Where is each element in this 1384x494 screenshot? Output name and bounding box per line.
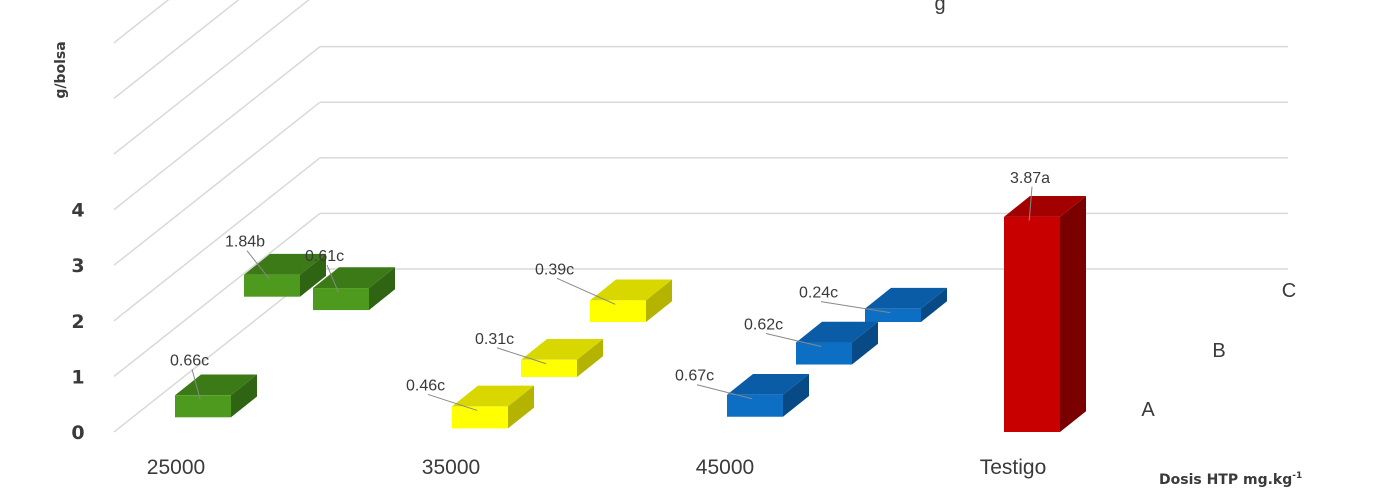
gridline-diagonal (113, 101, 321, 266)
bar-35000-B (521, 338, 603, 377)
bar-top (452, 385, 534, 407)
bar-side (369, 267, 395, 311)
gridline-diagonal (113, 0, 240, 99)
x-axis-categories: 25000 35000 45000 Testigo (147, 456, 1046, 479)
bar-25000-C (313, 267, 395, 311)
label-leader (696, 384, 753, 400)
depth-label: B (1212, 340, 1225, 362)
bar-side (783, 373, 809, 417)
gridline-diagonal (113, 0, 170, 44)
bars (175, 196, 1086, 432)
data-label: 0.46c (406, 377, 445, 394)
label-leader (765, 333, 822, 348)
bar-front (244, 274, 300, 297)
y-tick-label: 0 (71, 422, 84, 444)
bar-top (521, 338, 603, 360)
bar-top (727, 373, 809, 395)
bar-top (796, 321, 878, 343)
bar-side (1060, 196, 1086, 432)
data-label: 0.67c (675, 368, 714, 385)
x-category-label: 45000 (696, 456, 754, 479)
data-label: 0.61c (305, 248, 344, 265)
y-tick-label: 2 (71, 311, 84, 333)
y-tick-label: 3 (71, 255, 84, 277)
label-leader (326, 264, 339, 293)
data-label: 0.62c (744, 317, 783, 334)
bar-top (313, 267, 395, 289)
bar-top (590, 279, 672, 301)
bar-front (727, 394, 783, 417)
x-category-label: 25000 (147, 456, 205, 479)
bar-45000-B (796, 321, 878, 365)
label-leader (496, 347, 547, 365)
label-leader (556, 277, 616, 305)
label-leader (246, 250, 270, 280)
x-category-label: 35000 (422, 456, 480, 479)
label-leader (427, 393, 478, 411)
chart-title-partial: g (934, 0, 945, 15)
bar-front (521, 359, 577, 377)
y-axis-ticks: 0 1 2 3 4 (71, 200, 84, 444)
bar-side (646, 279, 672, 322)
bar-Testigo-A (1004, 196, 1086, 432)
back-wall-gridlines (113, 0, 1288, 433)
gridline-diagonal (113, 0, 310, 155)
x-axis-title-text: Dosis HTP mg.kg (1159, 472, 1292, 488)
bar-35000-A (452, 385, 534, 429)
data-label: 0.31c (475, 331, 514, 348)
y-tick-label: 1 (71, 366, 84, 388)
bar-front (175, 395, 231, 418)
x-category-label: Testigo (980, 456, 1047, 479)
data-label: 1.84b (225, 234, 265, 251)
data-label: 0.24c (799, 285, 838, 302)
depth-label: A (1141, 399, 1155, 421)
bar-side (921, 287, 947, 322)
bar-35000-C (590, 279, 672, 322)
label-leader (1028, 186, 1033, 221)
data-labels: 0.61c 0.39c 0.24c 1.84b 0.31c 0.62c 0.66c 0.46c… (170, 170, 1050, 411)
bar-front (590, 300, 646, 322)
bar-front (796, 342, 852, 365)
depth-label: C (1282, 280, 1296, 302)
x-axis-title-superscript: -1 (1292, 471, 1302, 481)
y-axis-title: g/bolsa (53, 41, 69, 98)
gridline-diagonal (113, 46, 321, 211)
bar-45000-A (727, 373, 809, 417)
x-axis-title: Dosis HTP mg.kg-1 (1159, 471, 1302, 488)
data-label: 0.39c (535, 261, 574, 278)
bar-front (452, 406, 508, 429)
bar-front (1004, 216, 1060, 432)
bar-side (508, 385, 534, 429)
bar-top (865, 287, 947, 309)
bar-45000-C (865, 287, 947, 322)
bar-top (175, 374, 257, 396)
bar-25000-A (175, 374, 257, 418)
label-leader (191, 369, 201, 400)
bar-front (865, 308, 921, 322)
data-label: 3.87a (1010, 170, 1050, 187)
y-tick-label: 4 (71, 200, 84, 222)
bar-top (1004, 196, 1086, 217)
bar-side (231, 374, 257, 418)
data-label: 0.66c (170, 352, 209, 369)
gridline-diagonal (113, 157, 321, 322)
bar-top (244, 253, 326, 275)
label-leader (820, 301, 891, 314)
gridline-diagonal (113, 212, 321, 377)
bar-side (577, 338, 603, 377)
depth-axis-labels: A B C (1141, 280, 1296, 421)
bar-front (313, 288, 369, 311)
bar-side (300, 253, 326, 297)
bar-25000-B (244, 253, 326, 297)
bar-side (852, 321, 878, 365)
